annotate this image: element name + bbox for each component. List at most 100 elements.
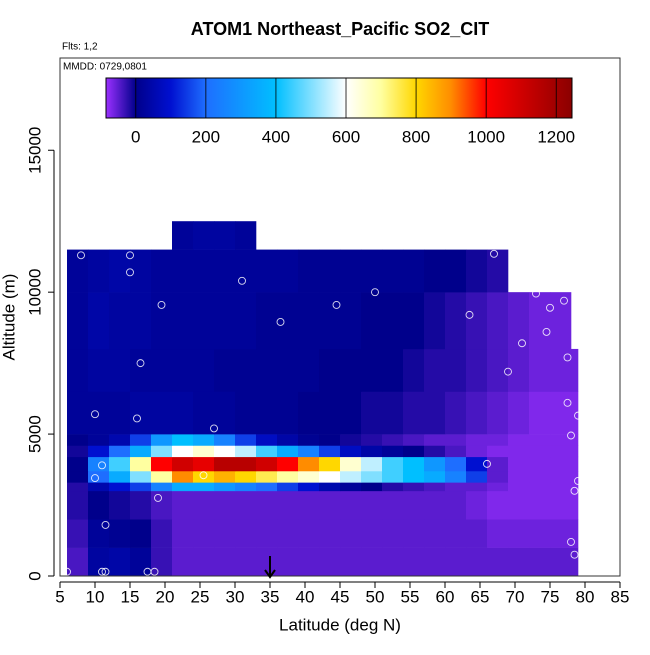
heat-cell	[172, 221, 194, 250]
plot-frame	[59, 57, 621, 577]
heat-cell	[256, 547, 278, 577]
heat-cell	[340, 547, 362, 577]
heat-cell	[214, 445, 236, 458]
heat-cell	[151, 434, 173, 446]
heat-cell	[214, 292, 236, 350]
heat-cell	[466, 348, 488, 392]
heat-cell	[109, 456, 131, 472]
heat-cell	[151, 348, 173, 392]
heat-cell	[445, 249, 467, 293]
heat-cell	[298, 292, 320, 350]
heat-cell	[445, 547, 467, 577]
heat-cell	[214, 221, 236, 250]
heat-cell	[529, 445, 551, 458]
heat-cell	[550, 490, 572, 520]
heat-cell	[67, 547, 89, 577]
heat-cell	[235, 445, 257, 458]
heat-cell	[130, 391, 152, 435]
heat-cell	[277, 519, 299, 548]
flight-point	[574, 476, 582, 485]
heat-cell	[466, 292, 488, 350]
heat-cell	[487, 434, 509, 446]
heat-cell	[361, 490, 383, 520]
heat-cell	[403, 456, 425, 472]
heat-cell	[256, 445, 278, 458]
heat-cell	[193, 470, 215, 483]
flight-point	[465, 310, 474, 319]
heat-cell	[277, 456, 299, 472]
heat-cell	[67, 249, 89, 293]
heat-cell	[550, 348, 572, 392]
heat-cell	[529, 434, 551, 446]
heat-cell	[130, 490, 152, 520]
flight-point	[91, 410, 99, 419]
heat-cell	[214, 519, 236, 548]
heat-cell	[487, 490, 509, 520]
heat-cell	[277, 482, 299, 492]
heat-cell	[508, 434, 530, 446]
heat-cell	[298, 547, 320, 577]
heat-cell	[256, 292, 278, 350]
heat-cell	[214, 434, 236, 446]
heat-cell	[403, 445, 425, 458]
heat-cell	[382, 445, 404, 458]
heat-cell	[529, 470, 551, 483]
heat-cell	[172, 519, 194, 548]
x-tick-label: 55	[401, 587, 420, 606]
heat-cell	[424, 445, 446, 458]
heat-cell	[361, 348, 383, 392]
heat-cell	[529, 391, 551, 435]
heat-cell	[151, 445, 173, 458]
heat-cell	[571, 348, 579, 392]
heat-cell	[130, 292, 152, 350]
heat-cell	[361, 434, 383, 446]
flight-point	[570, 486, 579, 495]
heat-cell	[466, 470, 488, 483]
x-tick-label: 60	[436, 587, 455, 606]
heat-cell	[151, 292, 173, 350]
heat-cell	[550, 519, 572, 548]
heat-cell	[172, 470, 194, 483]
flight-point	[567, 431, 575, 440]
heat-cell	[403, 470, 425, 483]
x-tick-label: 25	[191, 587, 210, 606]
heat-cell	[298, 456, 320, 472]
heat-cell	[508, 292, 530, 350]
flight-point	[126, 268, 134, 277]
heat-cell	[277, 292, 299, 350]
flight-point	[213, 212, 222, 221]
heat-cell	[151, 482, 173, 492]
flight-point	[490, 249, 498, 258]
heat-cell	[298, 434, 320, 446]
heat-cell	[550, 482, 572, 492]
heat-cell	[550, 547, 572, 577]
heat-cell	[130, 547, 152, 577]
heat-cell	[298, 348, 320, 392]
heat-cell	[382, 547, 404, 577]
heat-cell	[382, 519, 404, 548]
heat-cell	[508, 490, 530, 520]
x-tick-label: 65	[471, 587, 490, 606]
heat-cell	[214, 348, 236, 392]
heat-cell	[256, 470, 278, 483]
heat-cell	[508, 547, 530, 577]
colorbar-tick-label: 1000	[467, 127, 505, 146]
heat-cell	[235, 456, 257, 472]
heat-cell	[361, 482, 383, 492]
heat-cell	[151, 470, 173, 483]
heat-cell	[256, 519, 278, 548]
heat-cell	[508, 470, 530, 483]
colorbar-tick-label: 800	[402, 127, 430, 146]
heat-cell	[256, 391, 278, 435]
heat-cell	[487, 456, 509, 472]
heat-cell	[340, 490, 362, 520]
heat-cell	[256, 482, 278, 492]
heat-cell	[508, 445, 530, 458]
heat-cell	[235, 292, 257, 350]
heat-cell	[193, 519, 215, 548]
heat-cell	[109, 434, 131, 446]
flight-point	[77, 251, 85, 260]
flight-point	[542, 327, 551, 336]
x-tick-label: 30	[226, 587, 245, 606]
